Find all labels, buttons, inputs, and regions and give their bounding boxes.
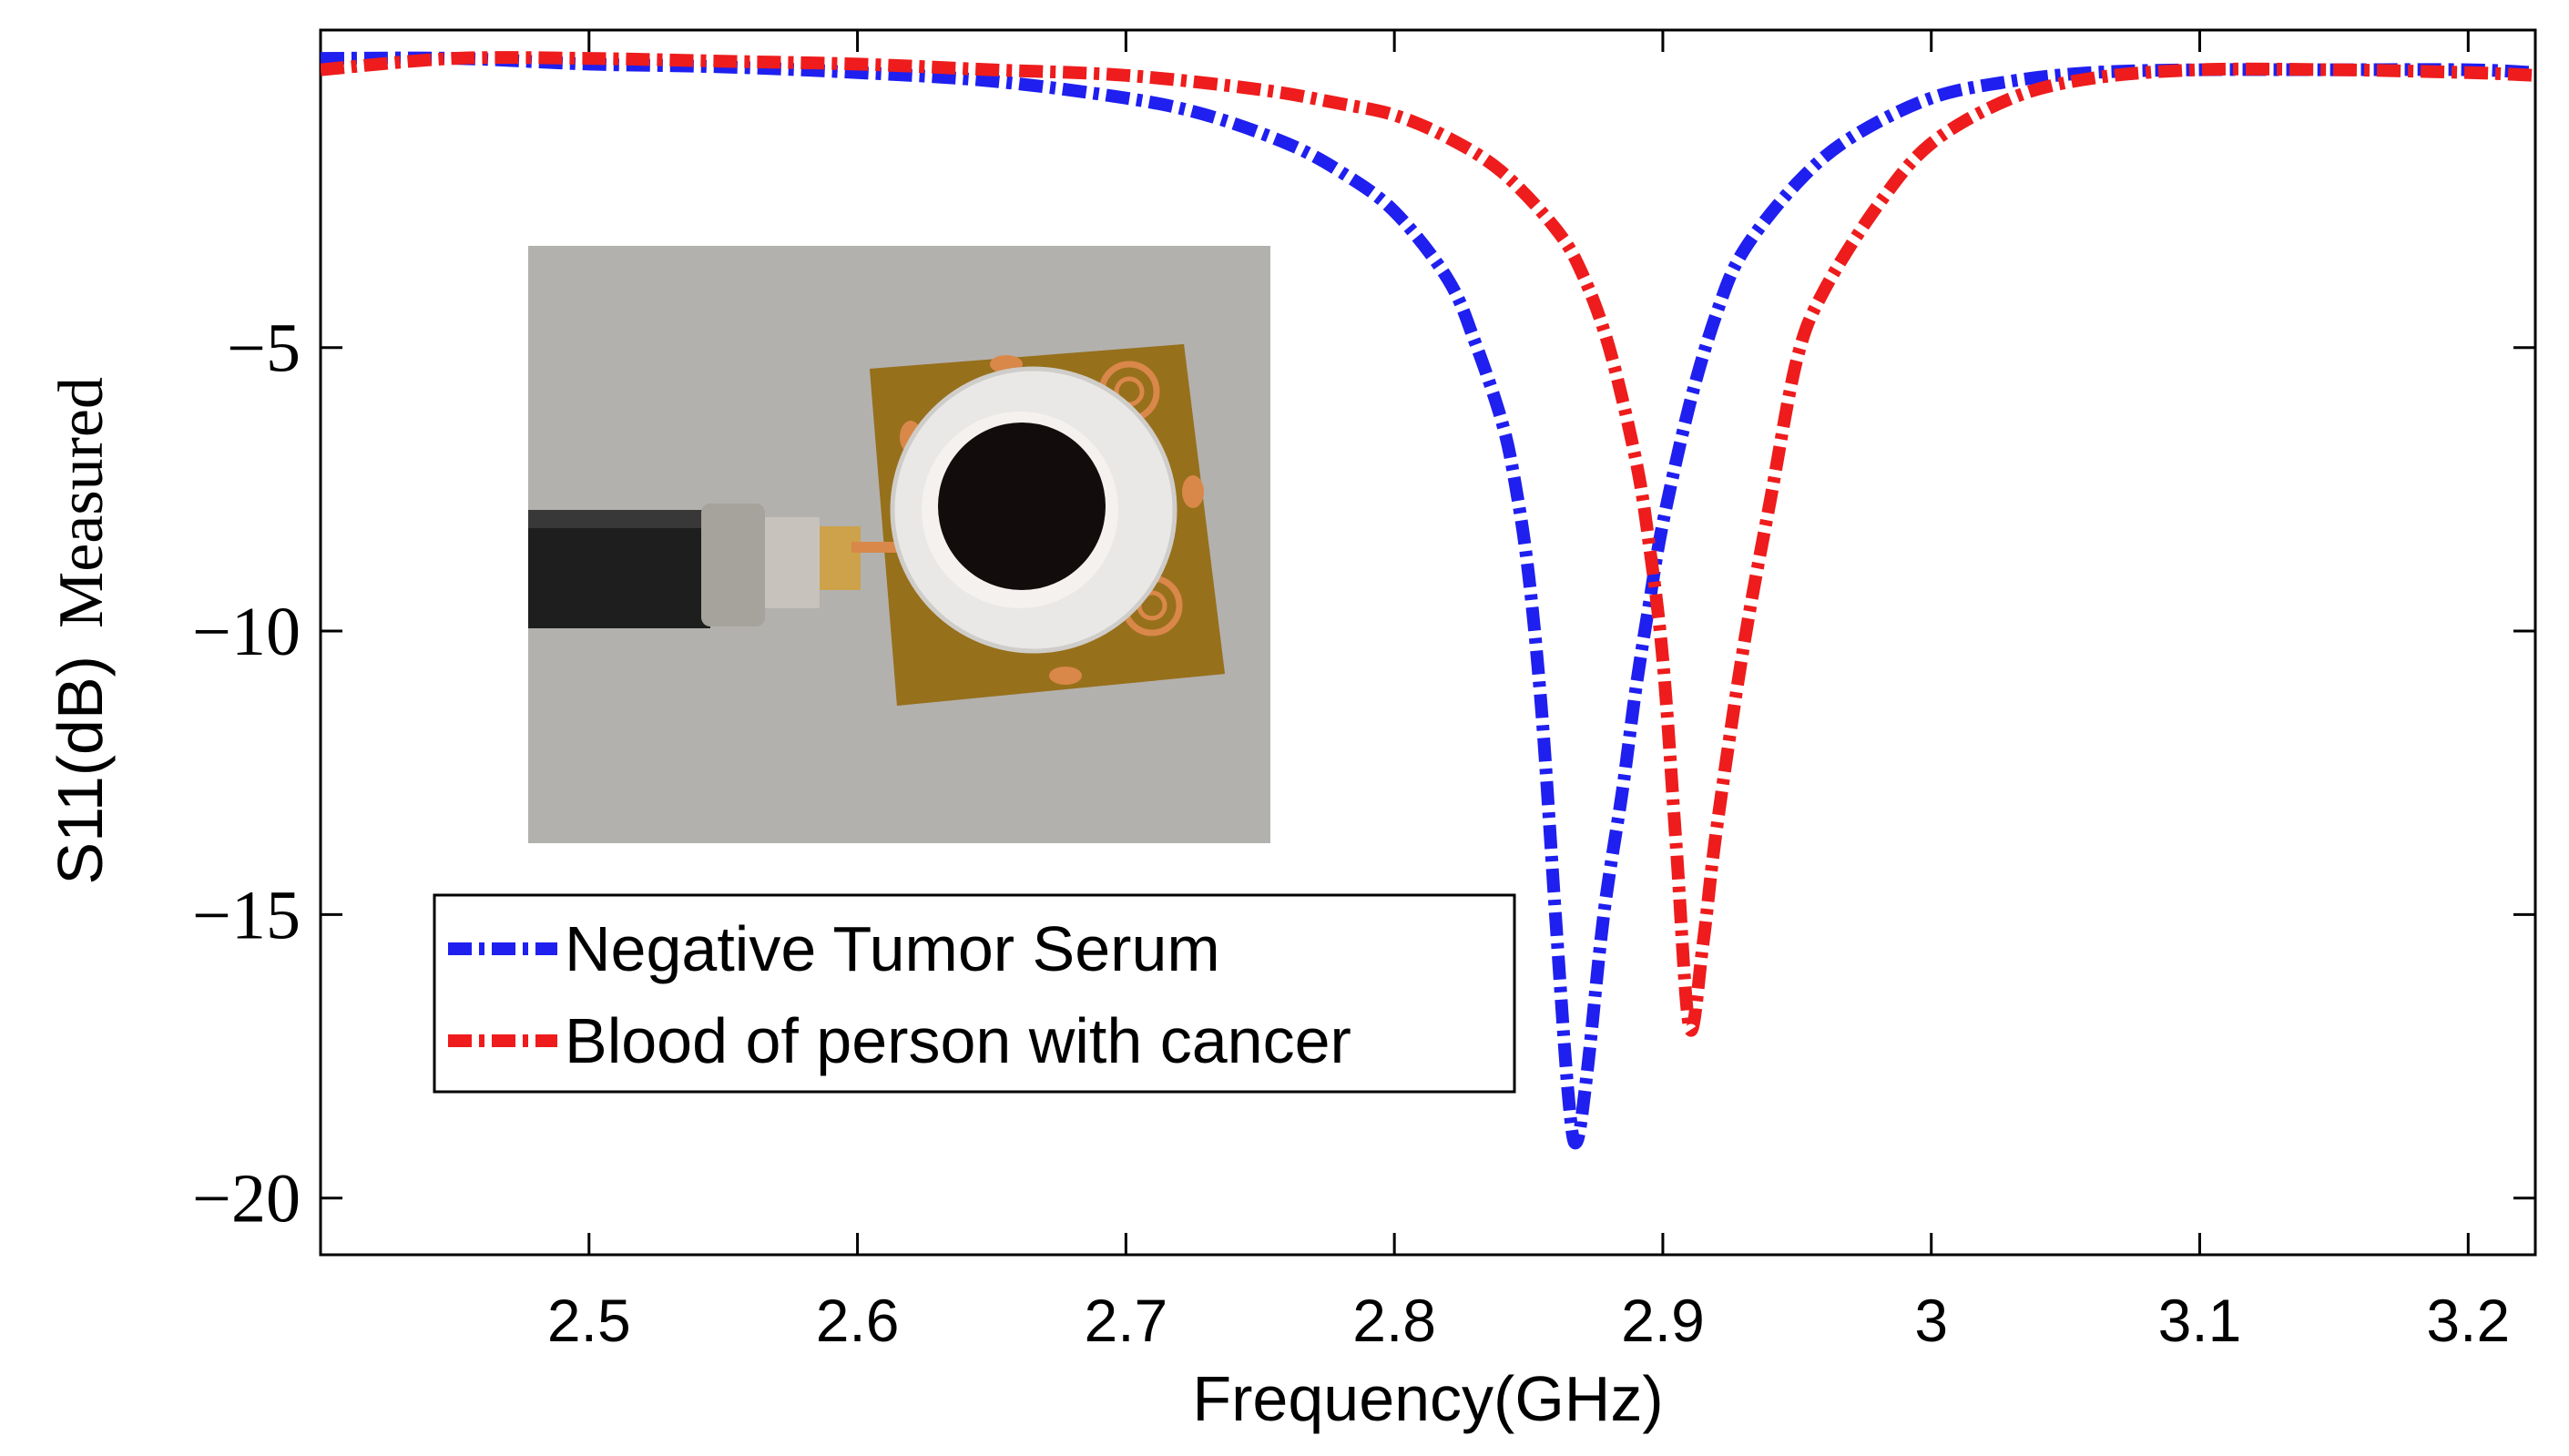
legend-box bbox=[433, 893, 1516, 1094]
x-tick-label: 3 bbox=[1914, 1287, 1948, 1354]
y-axis-title-main: S11(dB) bbox=[45, 656, 116, 885]
x-tick-label: 3.1 bbox=[2158, 1287, 2242, 1354]
y-tick-label: −5 bbox=[227, 311, 301, 387]
x-tick-label: 2.9 bbox=[1621, 1287, 1705, 1354]
plot-frame bbox=[319, 28, 2537, 1257]
y-axis-title: S11(dB) Measured bbox=[45, 377, 117, 885]
y-tick-label: −15 bbox=[192, 877, 301, 953]
antenna-sensor-photo bbox=[528, 246, 1270, 843]
x-tick-label: 2.7 bbox=[1084, 1287, 1167, 1354]
y-axis-ticks: −5 −10 −15 −20 bbox=[192, 311, 2535, 1237]
legend: Negative Tumor Serum Blood of person wit… bbox=[433, 893, 1516, 1094]
y-tick-label: −20 bbox=[192, 1161, 301, 1237]
y-axis-title-measured: Measured bbox=[46, 377, 117, 628]
y-tick-label: −10 bbox=[192, 594, 301, 670]
legend-label-negative: Negative Tumor Serum bbox=[565, 913, 1220, 984]
x-tick-label: 2.6 bbox=[816, 1287, 900, 1354]
series-line-negative-tumor-serum bbox=[321, 51, 2535, 1150]
legend-label-cancer: Blood of person with cancer bbox=[565, 1005, 1351, 1076]
series-group bbox=[321, 51, 2535, 1150]
series-line-blood-cancer bbox=[321, 51, 2535, 1037]
x-tick-label: 3.2 bbox=[2426, 1287, 2510, 1354]
x-tick-label: 2.5 bbox=[547, 1287, 631, 1354]
x-axis-ticks: 2.5 2.6 2.7 2.8 2.9 3 3.1 3.2 bbox=[547, 30, 2510, 1354]
x-tick-label: 2.8 bbox=[1352, 1287, 1436, 1354]
x-axis-title: Frequency(GHz) bbox=[1192, 1363, 1663, 1434]
